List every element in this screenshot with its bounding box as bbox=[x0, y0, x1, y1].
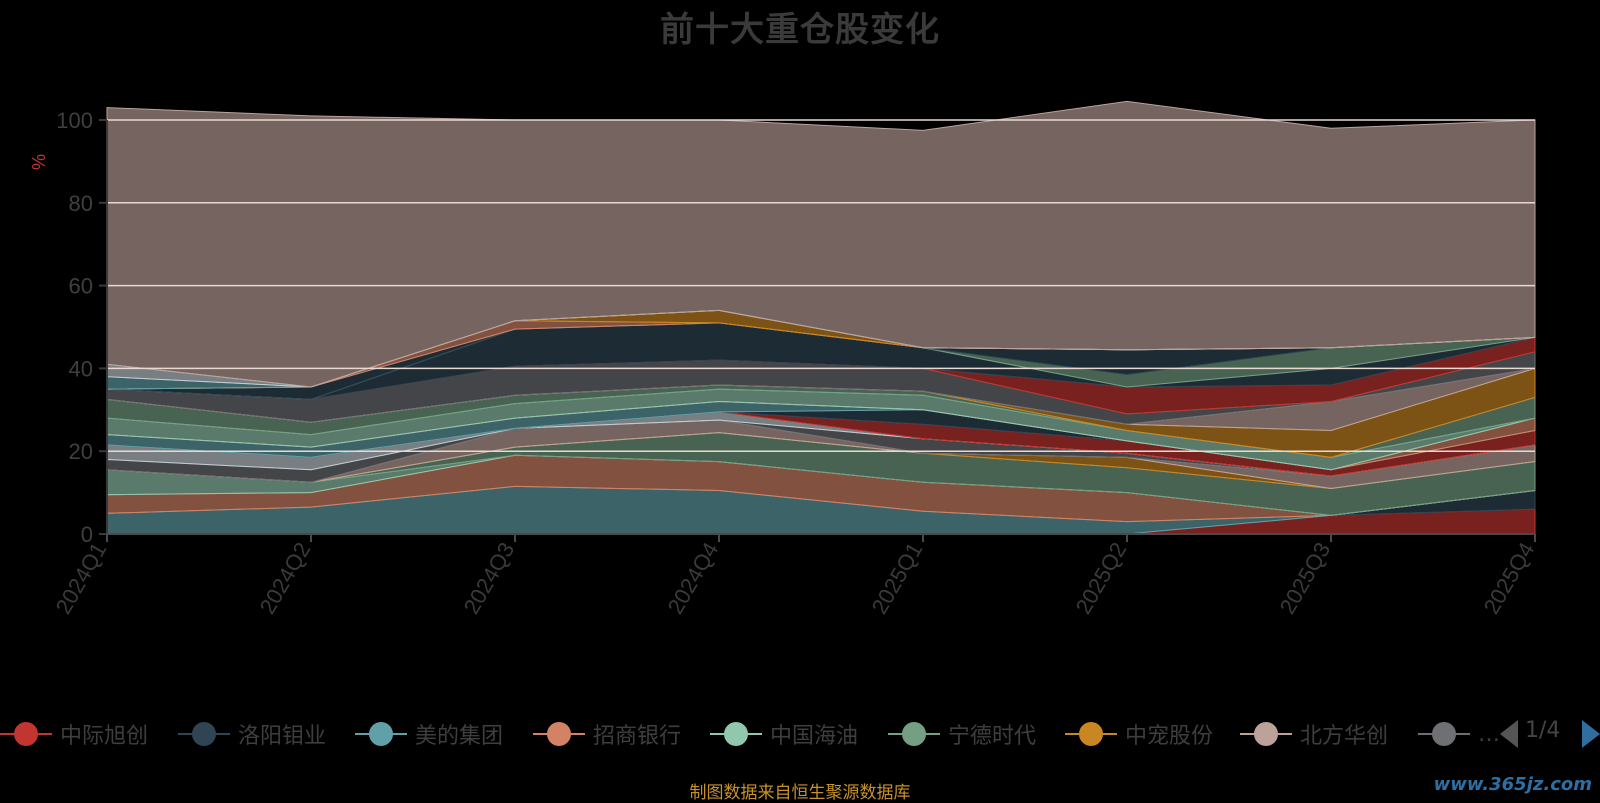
x-tick-label: 2025Q2 bbox=[1071, 538, 1132, 618]
triangle-left-icon[interactable] bbox=[1500, 720, 1518, 748]
legend-label: 北方华创 bbox=[1300, 724, 1389, 749]
legend-swatch-icon bbox=[355, 721, 407, 747]
legend-swatch-icon bbox=[1240, 721, 1292, 747]
y-axis-label: % bbox=[29, 154, 49, 170]
legend-label: 中宠股份 bbox=[1125, 724, 1214, 749]
x-tick-label: 2024Q4 bbox=[663, 538, 724, 618]
site-watermark: www.365jz.com bbox=[1433, 774, 1592, 795]
y-tick-label: 0 bbox=[81, 522, 93, 547]
x-tick-label: 2024Q1 bbox=[51, 538, 112, 618]
legend-item[interactable]: … bbox=[1418, 716, 1500, 752]
legend-swatch-icon bbox=[888, 721, 940, 747]
legend-swatch-icon bbox=[533, 721, 585, 747]
legend-item[interactable]: 宁德时代 bbox=[888, 716, 1036, 752]
legend-swatch-icon bbox=[1418, 721, 1470, 747]
y-tick-label: 80 bbox=[69, 191, 93, 216]
legend-item[interactable]: 中际旭创 bbox=[0, 716, 148, 752]
grid-lines bbox=[107, 119, 1535, 452]
legend-pager: 1/4 bbox=[1500, 716, 1600, 752]
x-tick-label: 2025Q4 bbox=[1479, 538, 1540, 618]
legend-item[interactable]: 中国海油 bbox=[710, 716, 858, 752]
x-tick-label: 2024Q3 bbox=[459, 538, 520, 618]
legend-label: 洛阳钼业 bbox=[238, 724, 327, 749]
chart-title: 前十大重仓股变化 bbox=[660, 10, 940, 50]
legend-label: … bbox=[1478, 721, 1500, 747]
x-tick-label: 2025Q3 bbox=[1275, 538, 1336, 618]
legend-page-indicator: 1/4 bbox=[1525, 718, 1561, 743]
legend-label: 招商银行 bbox=[593, 724, 682, 749]
legend-label: 美的集团 bbox=[415, 724, 504, 749]
legend-item[interactable]: 招商银行 bbox=[533, 716, 681, 752]
triangle-right-icon[interactable] bbox=[1582, 720, 1600, 748]
data-source-note: 制图数据来自恒生聚源数据库 bbox=[689, 783, 911, 803]
x-tick-label: 2024Q2 bbox=[255, 538, 316, 618]
area-series-group bbox=[106, 100, 1536, 535]
legend-item[interactable]: 美的集团 bbox=[355, 716, 503, 752]
legend-swatch-icon bbox=[710, 721, 762, 747]
legend-item[interactable]: 中宠股份 bbox=[1065, 716, 1213, 752]
y-tick-label: 40 bbox=[69, 356, 93, 381]
legend-swatch-icon bbox=[178, 721, 230, 747]
legend-item[interactable]: 洛阳钼业 bbox=[178, 716, 326, 752]
chart-legend: 中际旭创 洛阳钼业 美的集团 招商银行 中国海油 宁德时代 中宠股份 北方华创 … bbox=[0, 716, 1600, 752]
legend-item[interactable]: 北方华创 bbox=[1240, 716, 1388, 752]
legend-label: 中际旭创 bbox=[60, 724, 149, 749]
legend-label: 中国海油 bbox=[770, 724, 859, 749]
x-tick-label: 2025Q1 bbox=[867, 538, 928, 618]
legend-swatch-icon bbox=[0, 721, 52, 747]
legend-swatch-icon bbox=[1065, 721, 1117, 747]
y-tick-label: 100 bbox=[56, 108, 93, 133]
legend-label: 宁德时代 bbox=[948, 724, 1037, 749]
y-tick-label: 60 bbox=[69, 274, 93, 299]
y-tick-label: 20 bbox=[69, 439, 93, 464]
